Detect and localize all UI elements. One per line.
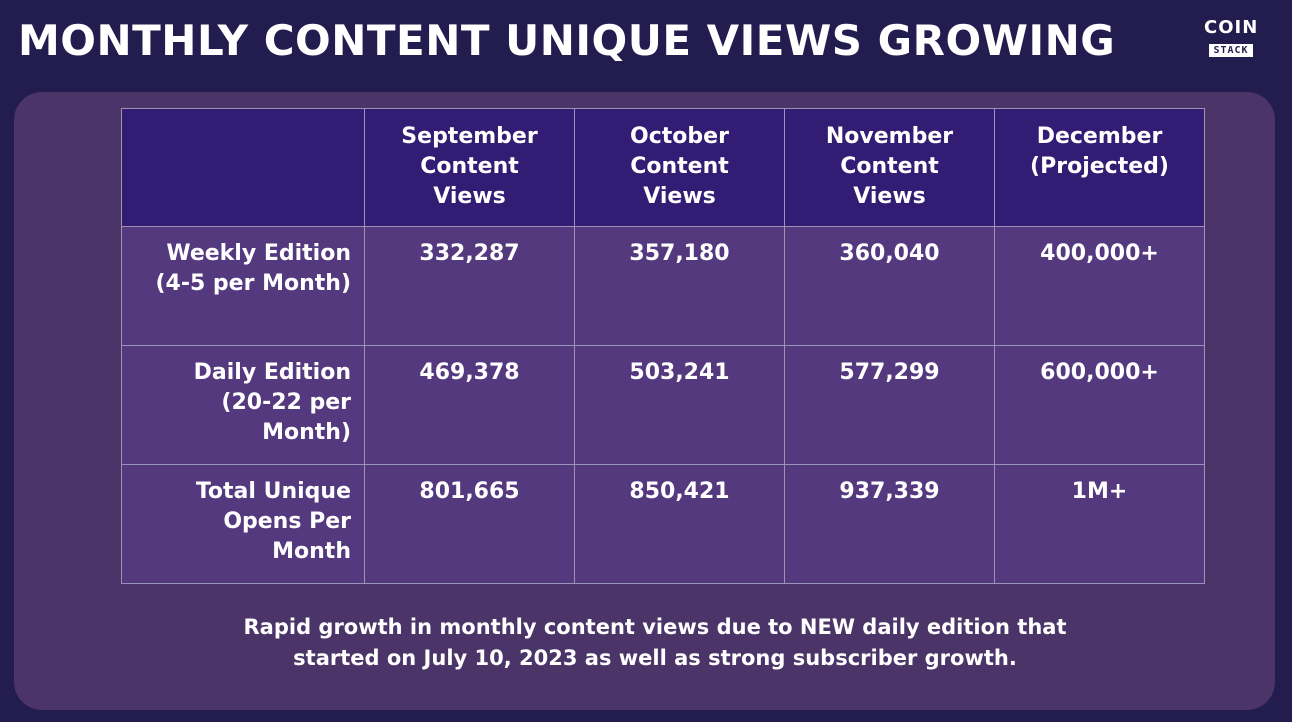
table-cell: 600,000+ — [994, 345, 1205, 465]
header-line: October — [630, 124, 729, 149]
page-title: MONTHLY CONTENT UNIQUE VIEWS GROWING — [18, 16, 1116, 65]
row-label-line: Month) — [262, 420, 351, 445]
table-cell: 850,421 — [574, 464, 785, 584]
row-label-daily-edition: Daily Edition (20-22 per Month) — [121, 345, 365, 465]
coinstack-logo: COIN STACK — [1204, 18, 1258, 57]
row-label-line: Daily Edition — [193, 360, 351, 385]
header-line: December — [1036, 124, 1163, 149]
row-label-line: Month — [272, 539, 351, 564]
table-cell: 332,287 — [364, 226, 575, 346]
row-label-line: (20-22 per — [221, 390, 351, 415]
footer-line: started on July 10, 2023 as well as stro… — [293, 646, 1017, 670]
column-header-november: November Content Views — [784, 108, 995, 227]
logo-text-top: COIN — [1204, 17, 1259, 38]
row-label-total-unique-opens: Total Unique Opens Per Month — [121, 464, 365, 584]
row-label-weekly-edition: Weekly Edition (4-5 per Month) — [121, 226, 365, 346]
row-label-line: Opens Per — [223, 509, 351, 534]
header-line: Views — [433, 184, 506, 209]
table-row: Weekly Edition (4-5 per Month) 332,287 3… — [121, 226, 1205, 346]
column-header-december: December (Projected) — [994, 108, 1205, 227]
header-line: Content — [420, 154, 519, 179]
row-label-line: Weekly Edition — [166, 241, 351, 266]
header-line: November — [825, 124, 954, 149]
column-header-september: September Content Views — [364, 108, 575, 227]
header-line: Content — [630, 154, 729, 179]
row-label-line: Total Unique — [195, 479, 351, 504]
table-cell: 801,665 — [364, 464, 575, 584]
row-label-line: (4-5 per Month) — [155, 271, 351, 296]
table-cell: 360,040 — [784, 226, 995, 346]
table-corner-cell — [121, 108, 365, 227]
table-cell: 400,000+ — [994, 226, 1205, 346]
table-cell: 503,241 — [574, 345, 785, 465]
table-row: Total Unique Opens Per Month 801,665 850… — [121, 464, 1205, 584]
table-cell: 1M+ — [994, 464, 1205, 584]
table-header-row: September Content Views October Content … — [121, 108, 1205, 227]
header-line: September — [401, 124, 538, 149]
table-cell: 577,299 — [784, 345, 995, 465]
column-header-october: October Content Views — [574, 108, 785, 227]
logo-text-bottom: STACK — [1209, 44, 1253, 57]
header-line: Content — [840, 154, 939, 179]
table-cell: 469,378 — [364, 345, 575, 465]
footer-note: Rapid growth in monthly content views du… — [160, 612, 1150, 674]
views-table: September Content Views October Content … — [121, 108, 1205, 584]
table-cell: 357,180 — [574, 226, 785, 346]
header-line: Views — [643, 184, 716, 209]
header-line: Views — [853, 184, 926, 209]
header-line: (Projected) — [1030, 154, 1169, 179]
table-row: Daily Edition (20-22 per Month) 469,378 … — [121, 345, 1205, 465]
footer-line: Rapid growth in monthly content views du… — [243, 615, 1067, 639]
table-cell: 937,339 — [784, 464, 995, 584]
